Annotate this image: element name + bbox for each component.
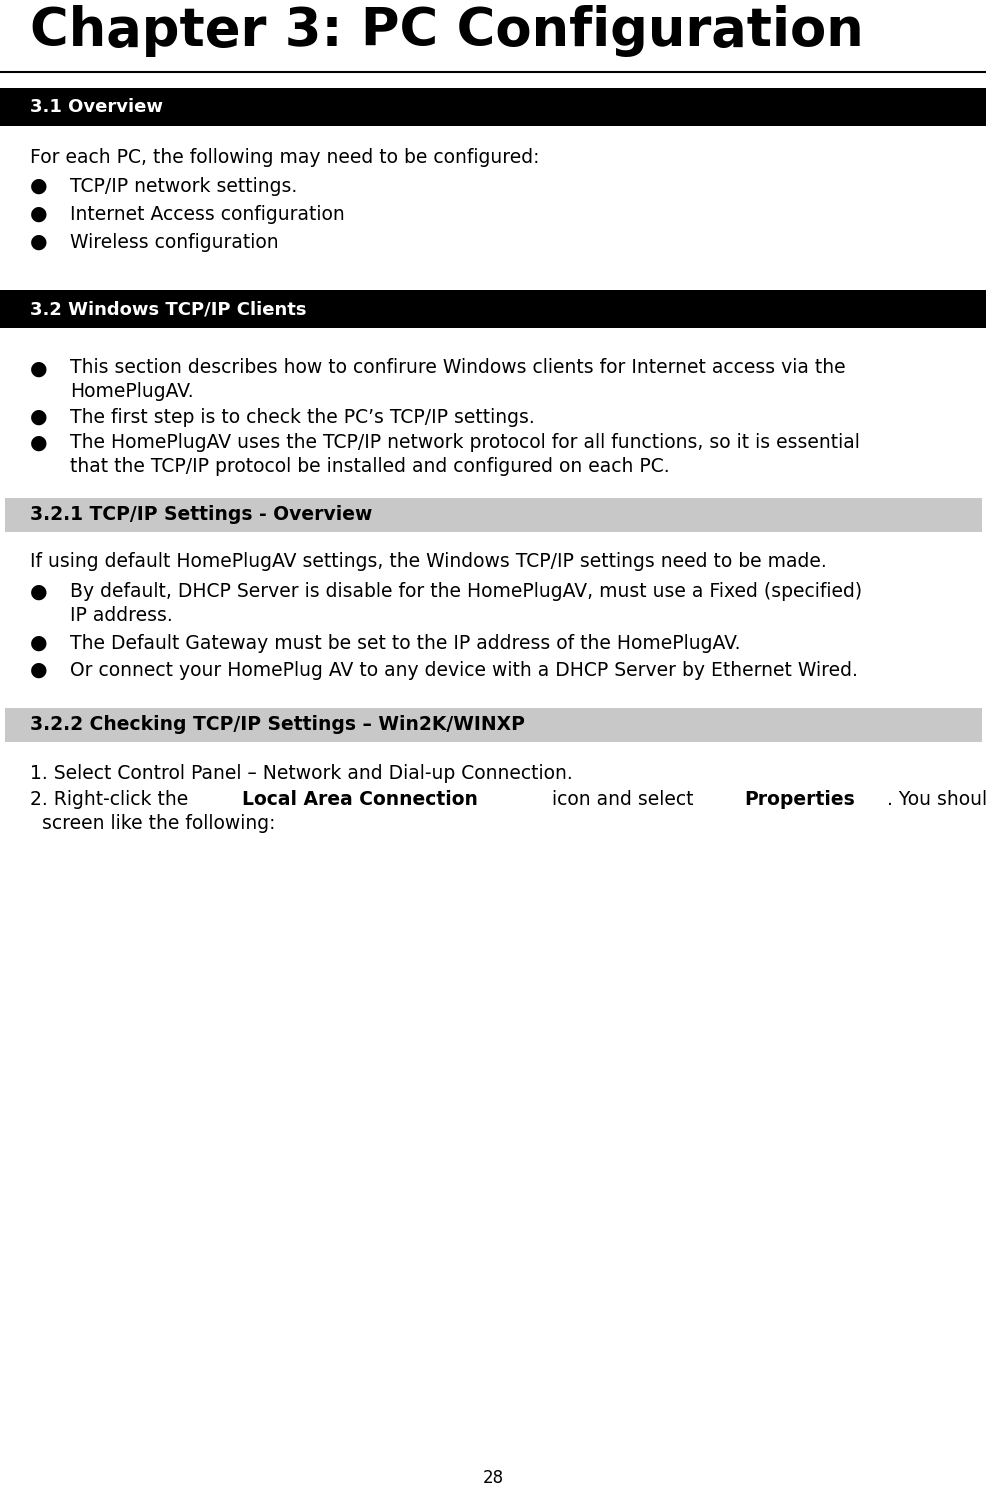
Text: 28: 28 <box>482 1468 503 1486</box>
Bar <box>0 88 986 126</box>
Text: ●: ● <box>30 584 47 602</box>
Text: 2. Right-click the: 2. Right-click the <box>30 790 194 808</box>
Text: that the TCP/IP protocol be installed and configured on each PC.: that the TCP/IP protocol be installed an… <box>70 458 669 476</box>
Bar <box>5 498 981 532</box>
Text: Wireless configuration: Wireless configuration <box>70 232 278 252</box>
Text: Internet Access configuration: Internet Access configuration <box>70 204 344 224</box>
Text: Properties: Properties <box>743 790 854 808</box>
Text: If using default HomePlugAV settings, the Windows TCP/IP settings need to be mad: If using default HomePlugAV settings, th… <box>30 552 826 572</box>
Text: 1. Select Control Panel – Network and Dial-up Connection.: 1. Select Control Panel – Network and Di… <box>30 764 572 783</box>
Text: By default, DHCP Server is disable for the HomePlugAV, must use a Fixed (specifi: By default, DHCP Server is disable for t… <box>70 582 861 602</box>
Text: 3.1 Overview: 3.1 Overview <box>30 98 163 116</box>
Text: This section describes how to confirure Windows clients for Internet access via : This section describes how to confirure … <box>70 358 845 376</box>
Text: IP address.: IP address. <box>70 606 173 625</box>
Text: screen like the following:: screen like the following: <box>42 815 275 833</box>
Text: 3.2.1 TCP/IP Settings - Overview: 3.2.1 TCP/IP Settings - Overview <box>30 506 372 525</box>
Text: ●: ● <box>30 177 47 195</box>
Text: For each PC, the following may need to be configured:: For each PC, the following may need to b… <box>30 148 539 166</box>
Text: Or connect your HomePlug AV to any device with a DHCP Server by Ethernet Wired.: Or connect your HomePlug AV to any devic… <box>70 662 857 680</box>
Text: ●: ● <box>30 634 47 652</box>
Text: ●: ● <box>30 408 47 428</box>
Bar <box>5 708 981 742</box>
Text: HomePlugAV.: HomePlugAV. <box>70 382 193 400</box>
Text: Chapter 3: PC Configuration: Chapter 3: PC Configuration <box>30 4 863 57</box>
Text: ●: ● <box>30 662 47 680</box>
Text: ●: ● <box>30 433 47 453</box>
Text: 3.2.2 Checking TCP/IP Settings – Win2K/WINXP: 3.2.2 Checking TCP/IP Settings – Win2K/W… <box>30 716 525 735</box>
Text: The first step is to check the PC’s TCP/IP settings.: The first step is to check the PC’s TCP/… <box>70 408 534 428</box>
Text: The Default Gateway must be set to the IP address of the HomePlugAV.: The Default Gateway must be set to the I… <box>70 634 740 652</box>
Text: icon and select: icon and select <box>545 790 699 808</box>
Text: TCP/IP network settings.: TCP/IP network settings. <box>70 177 297 195</box>
Text: ●: ● <box>30 204 47 224</box>
Text: The HomePlugAV uses the TCP/IP network protocol for all functions, so it is esse: The HomePlugAV uses the TCP/IP network p… <box>70 433 859 451</box>
Text: ●: ● <box>30 360 47 380</box>
Text: . You should see a: . You should see a <box>886 790 986 808</box>
Bar <box>0 290 986 328</box>
Text: 3.2 Windows TCP/IP Clients: 3.2 Windows TCP/IP Clients <box>30 300 307 318</box>
Text: ●: ● <box>30 232 47 252</box>
Text: Local Area Connection: Local Area Connection <box>242 790 477 808</box>
